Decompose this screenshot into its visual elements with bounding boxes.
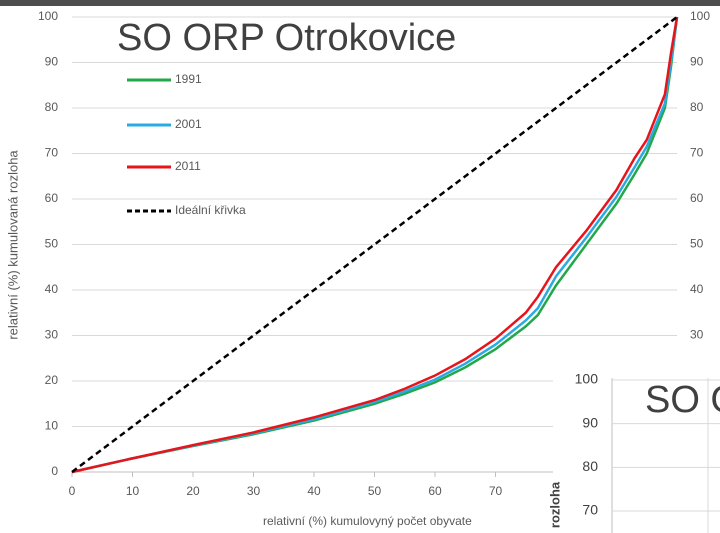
- y-tick-label: 90: [582, 414, 598, 430]
- y-axis-label: relativní (%) kumulovaná rozloha: [5, 150, 20, 340]
- y-tick-label: 30: [690, 328, 704, 342]
- y-axis-label: rozloha: [547, 481, 562, 528]
- legend-label: 2001: [175, 117, 202, 131]
- y-tick-label: 40: [45, 282, 59, 296]
- y-tick-label: 90: [45, 55, 59, 69]
- y-tick-label: 0: [51, 464, 58, 478]
- x-tick-label: 0: [69, 484, 76, 498]
- x-tick-label: 70: [489, 484, 503, 498]
- x-axis-label: relativní (%) kumulovyný počet obyvate: [263, 514, 472, 528]
- y-tick-label: 50: [45, 237, 59, 251]
- y-tick-label: 70: [45, 146, 59, 160]
- x-tick-label: 20: [186, 484, 200, 498]
- y-tick-label: 60: [690, 191, 704, 205]
- legend-label: 2011: [175, 159, 201, 173]
- series-line: [71, 16, 679, 474]
- x-tick-label: 50: [368, 484, 382, 498]
- y-tick-label: 100: [38, 9, 58, 23]
- legend-label: Ideální křivka: [175, 203, 246, 217]
- y-tick-label: 80: [582, 458, 598, 474]
- y-tick-label: 70: [690, 146, 704, 160]
- y-tick-label: 50: [690, 237, 704, 251]
- x-tick-label: 10: [126, 484, 140, 498]
- x-tick-label: 30: [247, 484, 261, 498]
- y-tick-label: 70: [582, 502, 598, 518]
- legend-label: 1991: [175, 72, 202, 86]
- y-tick-label: 20: [45, 373, 59, 387]
- y-tick-label: 90: [690, 55, 704, 69]
- y-tick-label: 100: [575, 371, 599, 387]
- y-tick-label: 80: [45, 100, 59, 114]
- y-tick-label: 10: [45, 419, 59, 433]
- y-tick-label: 80: [690, 100, 704, 114]
- y-tick-label: 60: [45, 191, 59, 205]
- top-bar: [0, 0, 720, 6]
- series-line: [71, 16, 678, 473]
- overlay-panel: [553, 366, 720, 533]
- y-tick-label: 30: [45, 328, 59, 342]
- y-tick-label: 40: [690, 282, 704, 296]
- chart-title: SO ORP Otrokovice: [117, 17, 456, 59]
- x-tick-label: 60: [428, 484, 442, 498]
- x-tick-label: 40: [307, 484, 321, 498]
- y-tick-label: 100: [690, 9, 710, 23]
- chart-title: SO O: [645, 379, 720, 421]
